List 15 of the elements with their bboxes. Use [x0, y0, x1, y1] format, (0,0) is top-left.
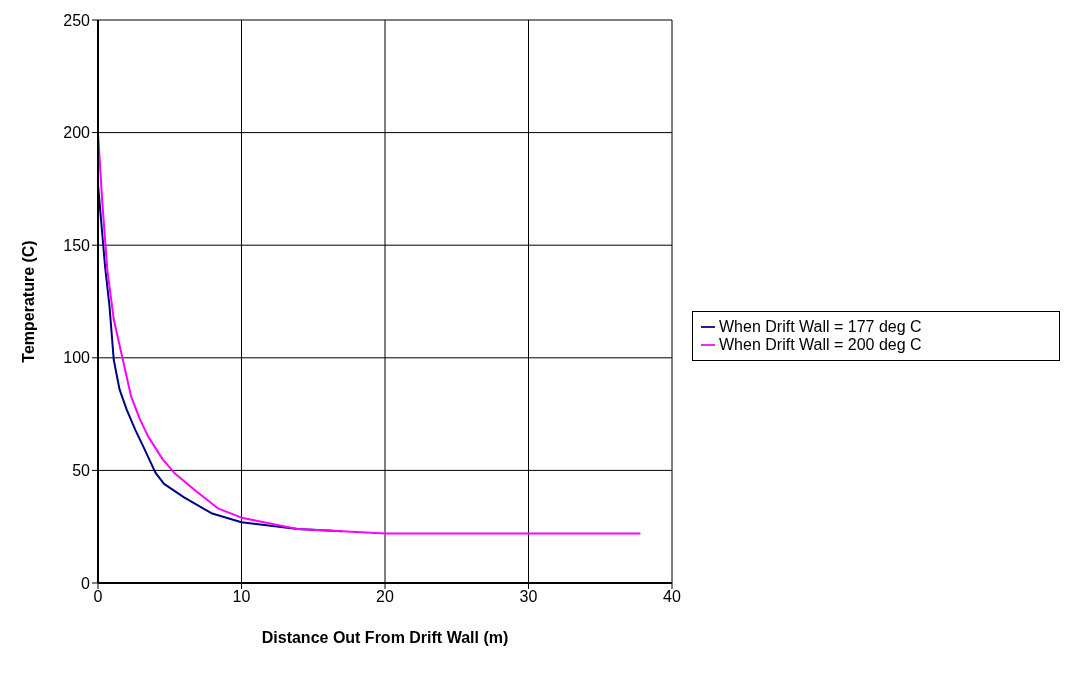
y-tick-label: 50: [72, 462, 91, 480]
x-tick-label: 30: [519, 588, 538, 606]
y-tick-label: 150: [63, 236, 91, 254]
y-tick-label: 250: [63, 11, 91, 29]
x-axis-title: Distance Out From Drift Wall (m): [261, 629, 509, 646]
y-axis-title: Temperature (C): [19, 240, 37, 363]
y-tick-label: 0: [81, 574, 91, 592]
y-tick-label: 100: [63, 349, 91, 367]
x-tick-label: 10: [232, 588, 251, 606]
x-tick-label: 40: [663, 588, 681, 606]
x-tick-label: 0: [93, 588, 103, 606]
y-tick-label: 200: [63, 124, 91, 142]
legend-label: When Drift Wall = 200 deg C: [719, 335, 922, 353]
legend-label: When Drift Wall = 177 deg C: [719, 317, 922, 335]
x-tick-label: 20: [376, 588, 394, 606]
